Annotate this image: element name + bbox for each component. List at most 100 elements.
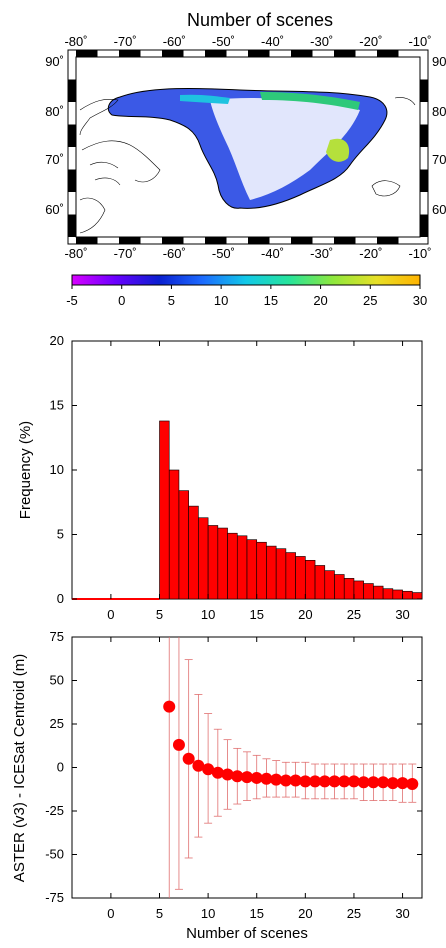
colorbar-tick-label: 25	[363, 293, 377, 308]
map-lat-tick-label: 60˚	[432, 202, 446, 217]
map-lon-tick-label: -60˚	[163, 34, 186, 49]
errorbar-y-tick-label: 50	[50, 673, 64, 688]
histogram-y-ticks: 0 5 10 15 20	[50, 333, 422, 606]
histogram-x-tick-label: 10	[201, 607, 215, 622]
map-checker-segment	[76, 237, 98, 244]
map-checker-segment	[68, 214, 76, 237]
histogram-bar	[178, 490, 189, 600]
histogram-bar	[227, 532, 238, 600]
errorbar-y-tick-label: 0	[57, 760, 64, 775]
data-point	[231, 770, 244, 783]
errorbar-x-tick-label: 10	[201, 906, 215, 921]
colorbar-tick-label: 0	[118, 293, 125, 308]
histogram-bar	[236, 535, 248, 600]
histogram-bar	[246, 539, 258, 600]
histogram-y-tick-label: 0	[57, 591, 64, 606]
data-point	[377, 776, 390, 789]
data-point	[221, 768, 234, 781]
errorbar-y-tick-label: -50	[45, 847, 64, 862]
map-checker-segment	[334, 237, 356, 244]
data-point	[241, 771, 253, 784]
histogram-bar	[217, 527, 228, 600]
map-lat-tick-label: 60˚	[45, 202, 64, 217]
histogram-bars	[72, 420, 423, 600]
errorbar-ylabel: ASTER (v3) - ICESat Centroid (m)	[11, 654, 28, 882]
greenland-landmass	[107, 87, 388, 209]
map-lon-ticks-bottom: -80˚ -70˚ -60˚ -50˚ -40˚ -30˚ -20˚ -10˚	[64, 246, 431, 261]
map-lon-tick-label: -70˚	[114, 34, 137, 49]
histogram-bar	[402, 590, 413, 600]
map-checker-segment	[205, 50, 227, 57]
map-checker-segment	[68, 169, 76, 192]
data-point	[250, 771, 263, 784]
errorbar-x-tick-label: 0	[107, 906, 114, 921]
histogram-bar	[411, 592, 423, 600]
map-lon-tick-label: -80˚	[64, 34, 87, 49]
data-point	[396, 777, 409, 790]
data-point	[270, 773, 283, 786]
histogram-x-tick-label: 20	[298, 607, 312, 622]
histogram-panel: 0 5 10 15 20 25 30 0 5 10 15 20 Frequency (%)	[17, 333, 423, 622]
errorbar-y-tick-label: 25	[50, 716, 64, 731]
map-checker-segment	[68, 124, 76, 147]
histogram-bar	[382, 588, 394, 600]
data-point	[192, 759, 205, 772]
histogram-bar	[343, 578, 355, 600]
colorbar-tick-label: 30	[413, 293, 427, 308]
map-lat-tick-label: 70˚	[45, 152, 64, 167]
data-point	[357, 776, 370, 789]
map-checker-segment	[377, 50, 399, 57]
histogram-bar	[392, 589, 403, 600]
data-point	[289, 774, 302, 787]
map-checker-segment	[291, 50, 313, 57]
data-point	[299, 775, 312, 788]
histogram-bar	[334, 574, 345, 600]
histogram-x-tick-label: 15	[249, 607, 263, 622]
data-point	[279, 774, 292, 787]
colorbar-tick-label: 5	[168, 293, 175, 308]
map-lat-tick-label: 80˚	[45, 104, 64, 119]
histogram-bar	[207, 525, 219, 600]
map-lon-tick-label: -50˚	[212, 246, 235, 261]
map-lon-tick-label: -10˚	[408, 34, 431, 49]
errorbar-x-tick-label: 15	[249, 906, 263, 921]
map-checker-segment	[162, 237, 184, 244]
colorbar: -5 0 5 10 15 20 25 30	[66, 274, 427, 308]
histogram-x-tick-label: 5	[156, 607, 163, 622]
map-lon-tick-label: -20˚	[359, 34, 382, 49]
data-point	[367, 776, 380, 789]
data-point	[338, 775, 351, 788]
errorbar-y-ticks: -75 -50 -25 0 25 50 75	[45, 629, 422, 905]
map-checker-segment	[420, 124, 428, 147]
histogram-bar	[353, 580, 364, 600]
map-lat-ticks-left: 60˚ 70˚ 80˚ 90˚	[45, 54, 64, 217]
map-checker-segment	[119, 50, 141, 57]
map-lat-tick-label: 70˚	[432, 152, 446, 167]
data-point	[172, 738, 185, 751]
map-checker-segment	[291, 237, 313, 244]
map-lon-ticks-top: -80˚ -70˚ -60˚ -50˚ -40˚ -30˚ -20˚ -10˚	[64, 34, 431, 49]
map-lat-ticks-right: 60˚ 70˚ 80˚ 90˚	[432, 54, 446, 217]
map-lon-tick-label: -10˚	[408, 246, 431, 261]
histogram-bar	[188, 505, 199, 600]
histogram-y-tick-label: 10	[50, 462, 64, 477]
data-point	[182, 752, 195, 765]
data-point	[328, 775, 341, 788]
histogram-x-tick-label: 25	[347, 607, 361, 622]
errorbar-panel: 0 5 10 15 20 25 30 -75 -50 -25 0 25 50 75 ASTER (v3)…	[11, 629, 423, 942]
map-lon-tick-label: -50˚	[212, 34, 235, 49]
histogram-bar	[168, 469, 180, 600]
data-point	[347, 775, 360, 788]
colorbar-tick-label: -5	[66, 293, 78, 308]
map-checker-segment	[68, 79, 76, 102]
colorbar-ticks: -5 0 5 10 15 20 25 30	[66, 285, 427, 308]
map-lon-tick-label: -30˚	[310, 246, 333, 261]
histogram-bar	[285, 552, 296, 600]
histogram-y-tick-label: 5	[57, 527, 64, 542]
errorbar-x-tick-label: 25	[347, 906, 361, 921]
histogram-bar	[198, 517, 209, 600]
data-point	[260, 772, 273, 785]
errorbar-x-tick-label: 20	[298, 906, 312, 921]
histogram-bar	[305, 559, 316, 600]
map-checker-segment	[162, 50, 184, 57]
